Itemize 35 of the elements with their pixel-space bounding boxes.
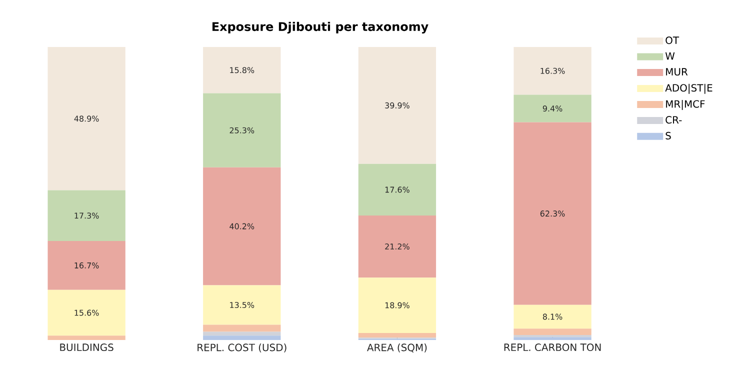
x-tick-label: AREA (SQM): [367, 344, 427, 352]
legend-label: MUR: [666, 68, 688, 76]
bar: [514, 46, 592, 95]
bar: [514, 94, 592, 122]
bar: [514, 328, 592, 336]
bar: [203, 324, 281, 332]
bar: [203, 167, 281, 286]
x-tick-label: REPL. COST (USD): [198, 344, 286, 352]
bar: [48, 290, 126, 336]
x-tick-label: REPL. CARBON TON: [504, 344, 601, 352]
bar: [48, 336, 126, 340]
bar: [48, 190, 126, 241]
bar: [358, 46, 436, 164]
legend-label: ADO|ST|E: [665, 84, 712, 94]
legend-label: S: [666, 132, 671, 140]
bar: [48, 240, 126, 290]
bar: [203, 46, 281, 94]
legend-label: MR|MCF: [666, 100, 705, 110]
bar: [358, 164, 436, 216]
bar: [203, 93, 281, 168]
legend-label: CR-: [666, 116, 682, 124]
bar: [358, 332, 436, 338]
legend-label: OT: [666, 36, 680, 44]
bar: [514, 122, 592, 305]
legend-label: W: [665, 52, 675, 60]
bar: [514, 304, 592, 329]
bar: [514, 337, 592, 340]
x-tick-label: BUILDINGS: [60, 344, 114, 352]
chart-title: Exposure Djibouti per taxonomy: [212, 22, 428, 34]
bar: [203, 332, 281, 336]
bar: [358, 215, 436, 278]
bar: [358, 278, 436, 333]
bar: [203, 336, 281, 340]
bar: [203, 285, 281, 325]
bar: [48, 46, 126, 190]
